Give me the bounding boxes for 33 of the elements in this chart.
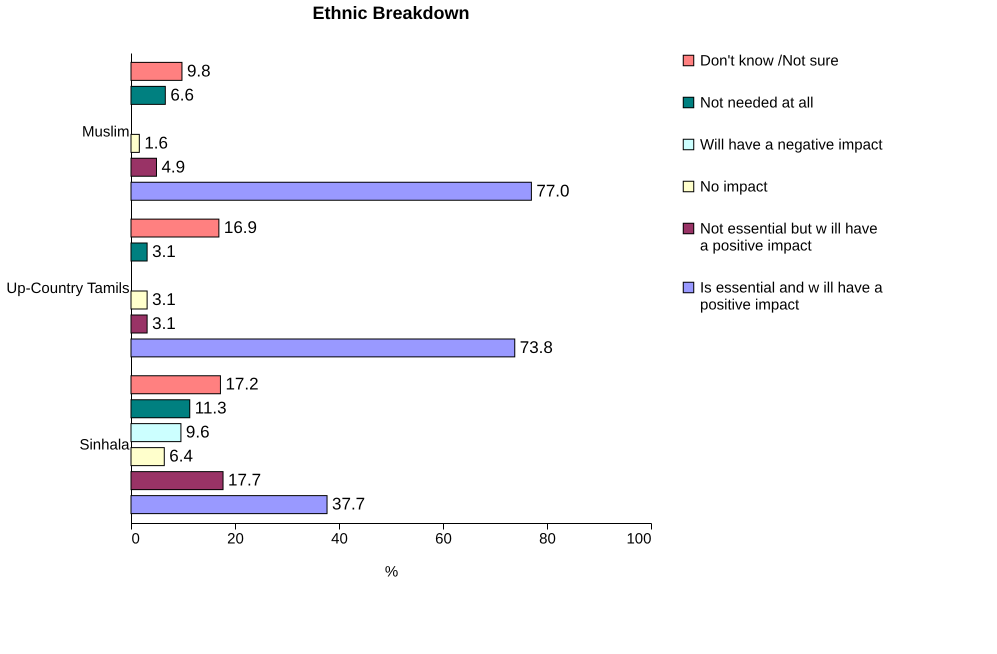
data-label: 3.1 bbox=[152, 314, 176, 333]
y-tick-label: Up-Country Tamils bbox=[6, 280, 130, 297]
data-label: 11.3 bbox=[194, 398, 227, 418]
x-tick-label: 60 bbox=[435, 530, 452, 548]
y-tick-label: Sinhala bbox=[79, 436, 130, 454]
data-label: 4.9 bbox=[161, 157, 186, 176]
chart-title: Ethnic Breakdown bbox=[312, 3, 470, 23]
legend-label: Don't know /Not sure bbox=[700, 52, 839, 70]
data-label: 3.1 bbox=[152, 290, 176, 309]
x-axis-title: % bbox=[384, 564, 398, 580]
data-label: 37.7 bbox=[332, 494, 366, 514]
legend-label: No impact bbox=[700, 178, 768, 196]
legend-label: Is essential and w ill have a positive impact bbox=[700, 280, 884, 314]
y-tick-label: Muslim bbox=[82, 123, 130, 140]
data-label: 17.7 bbox=[228, 470, 262, 490]
data-label: 3.1 bbox=[152, 242, 176, 262]
x-tick-label: 100 bbox=[626, 530, 652, 548]
x-tick-label: 80 bbox=[539, 530, 556, 548]
data-label: 9.6 bbox=[186, 422, 210, 442]
data-label: 1.6 bbox=[144, 133, 168, 152]
legend-label: Will have a negative impact bbox=[700, 136, 884, 154]
x-tick-label: 20 bbox=[227, 530, 244, 548]
data-label: 73.8 bbox=[520, 338, 553, 357]
data-label: 16.9 bbox=[224, 218, 257, 238]
data-label: 77.0 bbox=[536, 181, 570, 200]
data-label: 17.2 bbox=[225, 374, 259, 394]
x-tick-label: 0 bbox=[132, 530, 140, 548]
x-tick-label: 40 bbox=[331, 530, 348, 548]
data-label: 6.6 bbox=[170, 85, 194, 104]
legend-label: Not essential but w ill have a positive impact bbox=[700, 220, 878, 254]
data-label: 9.8 bbox=[186, 61, 211, 80]
legend-label: Not needed at all bbox=[700, 94, 814, 112]
data-label: 6.4 bbox=[169, 446, 193, 466]
